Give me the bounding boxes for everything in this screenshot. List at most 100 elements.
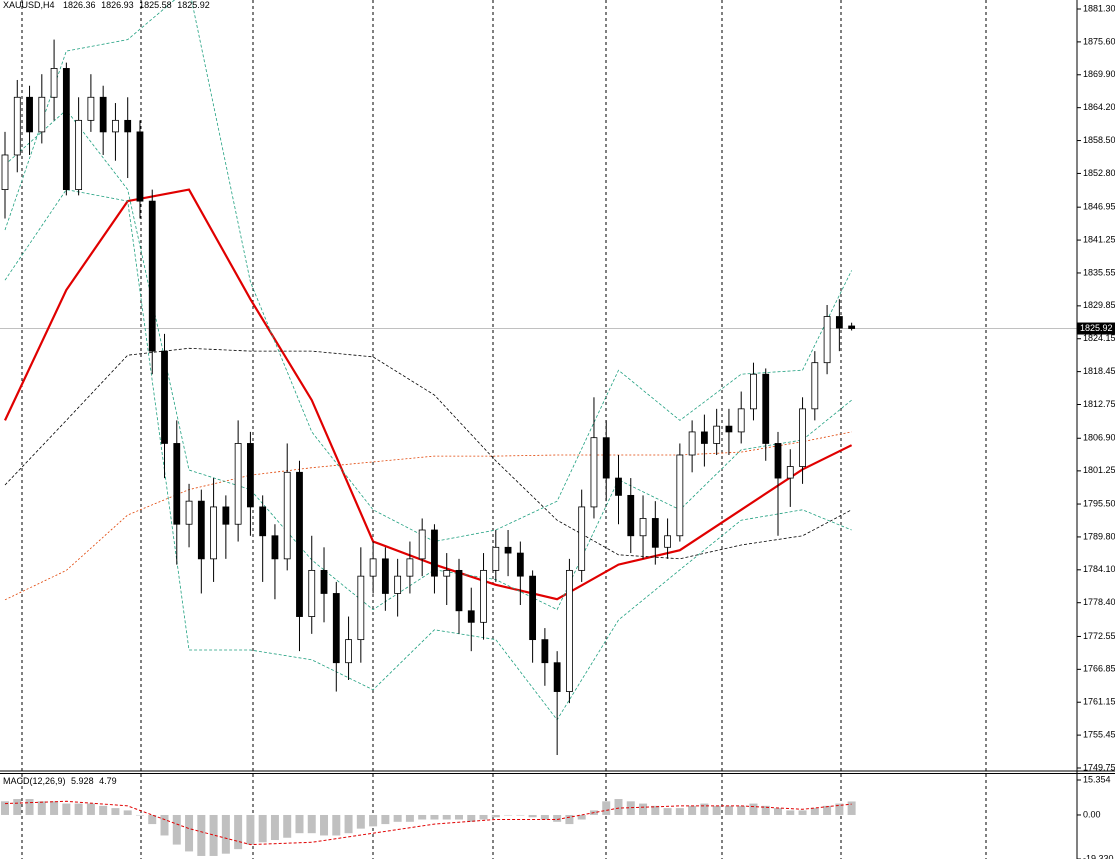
y-tick-label: 1869.90 [1083,69,1115,79]
chart-header: XAUUSD,H4 1826.36 1826.93 1825.58 1825.9… [3,0,210,10]
candle-body [1,154,9,190]
macd-bar [393,814,402,822]
y-tick-label: 0.00 [1083,809,1101,819]
candle-body [516,552,524,577]
price-plot [0,0,1077,756]
macd-bar [99,805,108,815]
indicator-line [4,188,853,601]
macd-bar [602,801,611,815]
y-tick-label: 1881.30 [1083,3,1115,13]
y-tick-label: 1846.95 [1083,202,1115,212]
macd-bar [639,803,648,815]
candle-body [332,593,340,664]
macd-bar [516,814,525,816]
candle-body [725,425,733,433]
candle-body [173,443,181,525]
candle-body [210,506,217,560]
candle-body [148,200,156,352]
macd-bar [221,814,230,854]
macd-bar [197,814,206,856]
candle-body [651,518,659,548]
indicator-line [4,800,852,846]
y-tick-label: -19.330 [1083,853,1114,859]
candle-body [848,325,856,329]
candle-body [234,443,242,525]
candle-body [799,408,806,467]
candle-body [688,431,696,456]
macd-bar [675,808,684,815]
candle-body [38,96,46,133]
macd-bar [614,799,623,815]
y-tick-label: 1755.45 [1083,729,1115,739]
macd-bar [774,808,783,815]
y-tick-label: 15.354 [1083,774,1111,784]
indicator-line [4,109,852,611]
candle-body [786,466,794,479]
candle-body [700,431,708,444]
y-tick-label: 1835.55 [1083,267,1115,277]
candle-body [541,639,549,664]
candle-body [308,569,316,617]
candle-body [112,119,119,133]
candle-body [578,506,586,571]
candle-body [627,494,635,537]
candle-body [13,96,21,156]
indicator-line [4,347,852,560]
macd-bar [234,814,243,850]
current-price-label: 1825.92 [1080,323,1113,333]
candle-body [615,477,622,496]
macd-title: MACD(12,26,9) [3,776,66,786]
candle-body [639,518,647,537]
candle-body [271,535,279,560]
macd-bar [381,814,390,825]
indicator-line [4,431,852,601]
candle-body [553,662,561,692]
macd-bar [810,808,819,815]
y-tick-label: 1875.60 [1083,36,1115,46]
candle-body [87,96,95,121]
y-tick-label: 1766.85 [1083,664,1115,674]
candle-body [161,350,168,444]
macd-bar [258,814,267,843]
macd-bar [111,808,120,815]
macd-signal: 4.79 [99,776,117,786]
macd-bar [86,803,95,815]
low-value: 1825.58 [139,0,172,10]
candle-body [50,68,58,98]
y-tick-label: 1795.50 [1083,498,1115,508]
macd-bar [74,803,83,815]
candle-body [259,506,267,537]
macd-bar [737,805,746,815]
macd-bar [123,810,132,815]
macd-bar [430,814,439,820]
y-tick-label: 1761.15 [1083,697,1115,707]
candle-body [590,437,598,508]
macd-bar [454,814,463,820]
macd-main: 5.928 [71,776,94,786]
macd-bar [172,814,181,845]
macd-bar [565,814,574,825]
candle-body [381,558,389,594]
macd-bar [847,801,856,815]
macd-bar [148,814,157,825]
candle-body [296,471,303,617]
macd-bar [209,814,218,856]
macd-bar [62,803,71,815]
candle-body [566,569,573,692]
macd-bar [651,805,660,815]
macd-bar [786,810,795,815]
candle-body [737,408,745,433]
candle-body [197,500,205,560]
candle-body [62,68,70,190]
candle-body [676,454,684,537]
macd-bar [626,801,635,815]
macd-bar [332,814,341,836]
macd-bar [405,814,414,822]
y-tick-label: 1858.50 [1083,135,1115,145]
macd-bar [160,814,169,836]
candle-body [811,362,819,410]
macd-bar [712,805,721,815]
y-tick-label: 1806.90 [1083,433,1115,443]
